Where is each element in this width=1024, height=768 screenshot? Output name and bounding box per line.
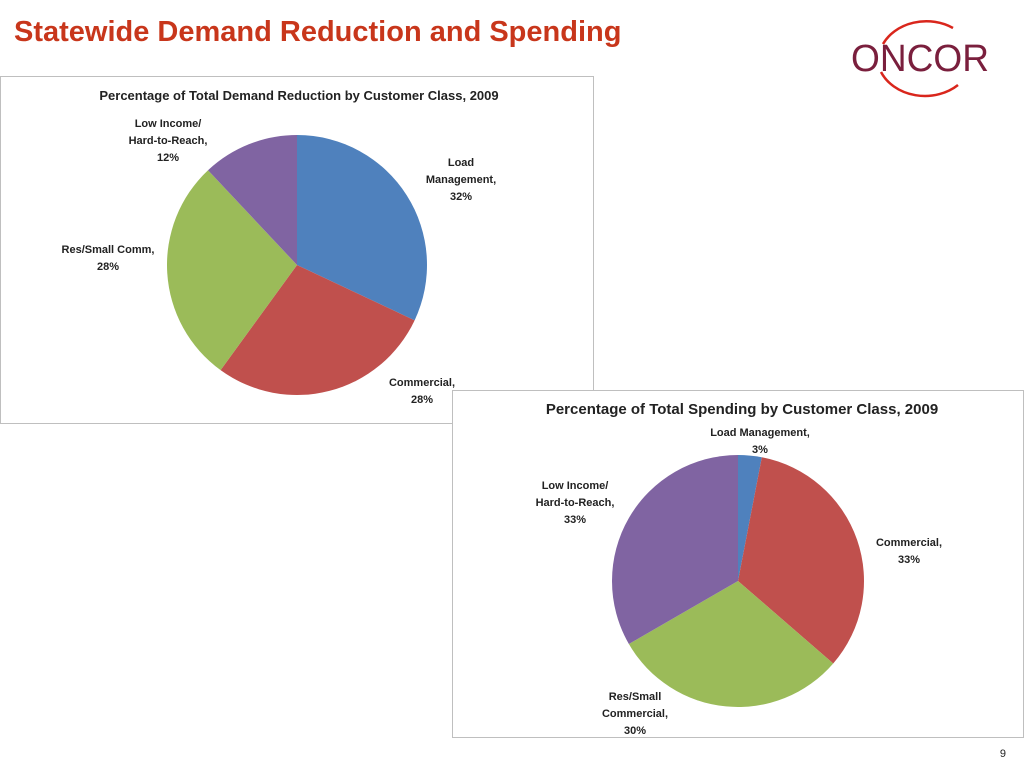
pie-slice-load-management bbox=[297, 135, 427, 321]
slice-label-load-management: Load Management, 3% bbox=[710, 427, 810, 456]
slice-label-line: 3% bbox=[752, 444, 768, 456]
pie-slice-commercial bbox=[220, 265, 415, 395]
chart-title: Percentage of Total Spending by Customer… bbox=[546, 401, 938, 418]
demand-reduction-pie: Percentage of Total Demand Reduction by … bbox=[62, 88, 499, 406]
spending-chart: Percentage of Total Spending by Customer… bbox=[452, 390, 1024, 738]
chart-title: Percentage of Total Demand Reduction by … bbox=[99, 88, 498, 103]
slice-label-line: 12% bbox=[157, 152, 179, 164]
slice-label-line: Commercial, bbox=[389, 377, 455, 389]
slice-label-load-management: Load Management, 32% bbox=[426, 157, 496, 203]
oncor-logo-graphic: ONCOR bbox=[851, 20, 989, 98]
logo-text: ONCOR bbox=[851, 38, 989, 80]
slice-label-res-small-comm: Res/Small Comm, 28% bbox=[62, 244, 155, 273]
slice-label-line: 30% bbox=[624, 725, 646, 737]
pie-slice-commercial bbox=[738, 457, 865, 664]
slice-label-line: 32% bbox=[450, 191, 472, 203]
slice-label-low-income-hard-to-reach: Low Income/Hard-to-Reach, 12% bbox=[129, 118, 208, 164]
demand-reduction-chart: Percentage of Total Demand Reduction by … bbox=[0, 76, 594, 424]
slice-label-line: Hard-to-Reach, bbox=[536, 497, 615, 509]
spending-pie: Percentage of Total Spending by Customer… bbox=[536, 401, 942, 737]
pie-slice-res-small-comm bbox=[167, 170, 297, 371]
slice-label-line: 28% bbox=[97, 261, 119, 273]
page-number: 9 bbox=[999, 748, 1006, 760]
logo-swoosh-top bbox=[881, 20, 954, 45]
pie-slice-res-small-commercial bbox=[628, 581, 834, 707]
slice-label-line: 33% bbox=[564, 514, 586, 526]
oncor-logo: ONCOR bbox=[846, 10, 996, 105]
slice-label-line: Res/Small bbox=[609, 691, 662, 703]
pie-slice-load-management bbox=[738, 455, 762, 581]
slice-label-line: Commercial, bbox=[602, 708, 668, 720]
slice-label-line: Management, bbox=[426, 174, 496, 186]
pie-slice-low-income-hard-to-reach bbox=[612, 455, 738, 644]
slice-label-line: Low Income/ bbox=[135, 118, 202, 130]
slice-label-res-small-commercial: Res/Small Commercial, 30% bbox=[602, 691, 668, 737]
slide-title: Statewide Demand Reduction and Spending bbox=[14, 16, 622, 48]
slice-label-line: 28% bbox=[411, 394, 433, 406]
slice-label-line: Res/Small Comm, bbox=[62, 244, 155, 256]
slice-label-line: 33% bbox=[898, 554, 920, 566]
slice-label-line: Load Management, bbox=[710, 427, 810, 439]
slice-label-line: Hard-to-Reach, bbox=[129, 135, 208, 147]
slice-label-line: Load bbox=[448, 157, 474, 169]
pie-slice-low-income-hard-to-reach bbox=[208, 135, 297, 265]
slice-label-commercial: Commercial, 33% bbox=[876, 537, 942, 566]
slice-label-low-income-hard-to-reach: Low Income/Hard-to-Reach, 33% bbox=[536, 480, 615, 526]
slice-label-commercial: Commercial, 28% bbox=[389, 377, 455, 406]
slice-label-line: Low Income/ bbox=[542, 480, 609, 492]
logo-swoosh-bottom bbox=[879, 71, 959, 98]
slice-label-line: Commercial, bbox=[876, 537, 942, 549]
